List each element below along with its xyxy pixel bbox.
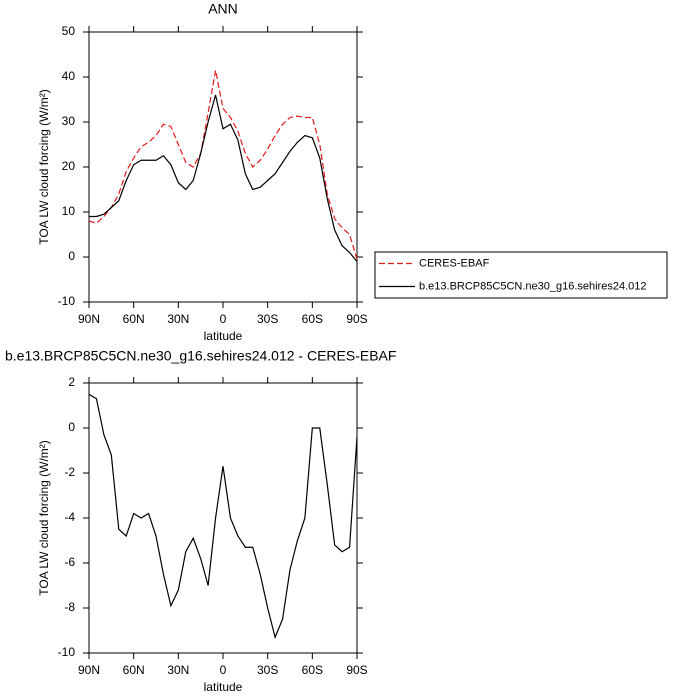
- x-tick-label: 90N: [78, 663, 100, 677]
- x-tick-label: 30N: [167, 312, 189, 326]
- x-tick-label: 0: [220, 312, 227, 326]
- y-tick-label: 0: [68, 420, 75, 434]
- x-tick-label: 60N: [123, 663, 145, 677]
- x-tick-label: 60N: [123, 312, 145, 326]
- x-tick-label: 60S: [302, 312, 323, 326]
- y-tick-label: -2: [64, 465, 75, 479]
- x-tick-label: 30N: [167, 663, 189, 677]
- data-line: [88, 70, 358, 260]
- x-tick-label: 30S: [257, 663, 278, 677]
- data-line: [88, 393, 358, 640]
- y-tick-label: 2: [68, 375, 75, 389]
- x-tick-label: 30S: [257, 312, 278, 326]
- x-axis-label: latitude: [204, 680, 243, 694]
- x-tick-label: 60S: [302, 663, 323, 677]
- y-axis-label: TOA LW cloud forcing (W/m²): [37, 440, 51, 596]
- y-tick-label: 20: [62, 159, 76, 173]
- chart-title: ANN: [208, 1, 238, 17]
- x-tick-label: 0: [220, 663, 227, 677]
- plot-frame: [88, 382, 358, 654]
- y-tick-label: 10: [62, 204, 76, 218]
- legend-box: [374, 251, 668, 299]
- legend-label: CERES-EBAF: [419, 257, 490, 269]
- y-tick-label: -8: [64, 600, 75, 614]
- x-tick-label: 90S: [346, 312, 367, 326]
- data-line: [89, 94, 358, 262]
- y-tick-label: 40: [62, 69, 76, 83]
- y-axis-label: TOA LW cloud forcing (W/m²): [37, 89, 51, 245]
- x-tick-label: 90N: [78, 312, 100, 326]
- y-tick-label: -10: [58, 294, 76, 308]
- chart-title: b.e13.BRCP85C5CN.ne30_g16.sehires24.012 …: [5, 348, 396, 364]
- y-tick-label: -4: [64, 510, 75, 524]
- y-tick-label: 30: [62, 114, 76, 128]
- y-tick-label: 0: [68, 249, 75, 263]
- legend-label: b.e13.BRCP85C5CN.ne30_g16.sehires24.012: [419, 280, 647, 292]
- y-tick-label: -6: [64, 555, 75, 569]
- y-tick-label: 50: [62, 24, 76, 38]
- y-tick-label: -10: [58, 645, 76, 659]
- x-tick-label: 90S: [346, 663, 367, 677]
- x-axis-label: latitude: [204, 329, 243, 343]
